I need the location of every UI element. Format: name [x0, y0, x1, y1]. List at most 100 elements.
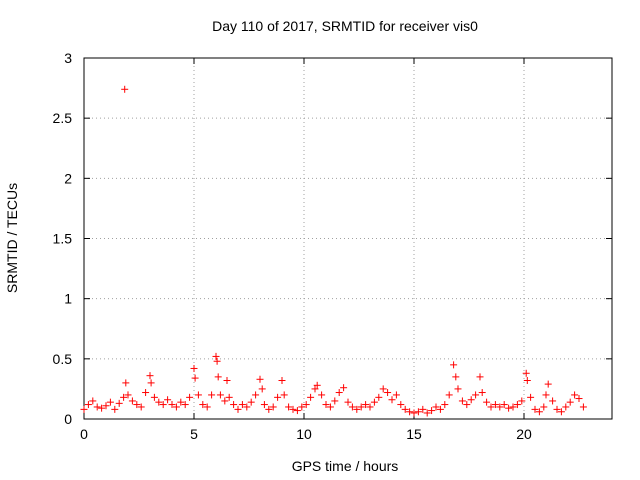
data-point: [238, 401, 246, 409]
data-point: [214, 373, 222, 381]
data-point: [535, 408, 543, 416]
data-point: [357, 403, 365, 411]
data-point: [146, 372, 154, 380]
data-point: [313, 381, 321, 389]
data-point: [491, 401, 499, 409]
y-tick-label: 0.5: [53, 351, 73, 367]
point-layer: [80, 85, 587, 417]
data-point: [419, 405, 427, 413]
data-point: [124, 391, 132, 399]
data-point: [98, 404, 106, 412]
data-point: [289, 405, 297, 413]
data-point: [111, 405, 119, 413]
data-point: [164, 396, 172, 404]
data-point: [428, 407, 436, 415]
y-tick-label: 2: [64, 170, 72, 186]
data-point: [566, 398, 574, 406]
data-point: [379, 385, 387, 393]
data-point: [89, 397, 97, 405]
data-point: [252, 391, 260, 399]
data-point: [542, 391, 550, 399]
data-point: [549, 397, 557, 405]
data-point: [432, 403, 440, 411]
data-point: [527, 393, 535, 401]
data-point: [278, 376, 286, 384]
data-point: [223, 376, 231, 384]
data-point: [518, 397, 526, 405]
data-point: [436, 405, 444, 413]
data-point: [544, 380, 552, 388]
data-point: [579, 403, 587, 411]
data-point: [353, 405, 361, 413]
data-point: [362, 401, 370, 409]
data-point: [406, 408, 414, 416]
data-point: [370, 398, 378, 406]
data-point: [191, 374, 199, 382]
data-point: [478, 389, 486, 397]
x-tick-label: 20: [516, 426, 532, 442]
grid-layer: [84, 58, 612, 419]
data-point: [505, 404, 513, 412]
data-point: [150, 393, 158, 401]
data-point: [199, 401, 207, 409]
data-point: [366, 403, 374, 411]
data-point: [452, 373, 460, 381]
data-point: [122, 379, 130, 387]
data-point: [302, 401, 310, 409]
data-point: [575, 395, 583, 403]
data-point: [311, 385, 319, 393]
data-point: [274, 393, 282, 401]
data-point: [230, 401, 238, 409]
data-point: [454, 385, 462, 393]
data-point: [472, 391, 480, 399]
data-point: [225, 393, 233, 401]
data-point: [269, 403, 277, 411]
data-point: [522, 369, 530, 377]
data-point: [513, 401, 521, 409]
data-point: [401, 405, 409, 413]
data-point: [388, 396, 396, 404]
data-point: [397, 401, 405, 409]
data-point: [318, 391, 326, 399]
data-point: [133, 401, 141, 409]
tick-layer: 0 5 10 15 20 0 0.5 1 1.5 2 2.5 3: [53, 50, 612, 442]
data-point: [280, 391, 288, 399]
data-point: [234, 405, 242, 413]
data-point: [458, 397, 466, 405]
data-point: [562, 403, 570, 411]
data-point: [137, 403, 145, 411]
data-point: [265, 405, 273, 413]
data-point: [260, 401, 268, 409]
data-point: [392, 391, 400, 399]
data-point: [147, 379, 155, 387]
data-point: [410, 409, 418, 417]
data-point: [340, 384, 348, 392]
data-point: [208, 391, 216, 399]
y-tick-label: 1: [64, 291, 72, 307]
data-point: [120, 393, 128, 401]
data-point: [335, 389, 343, 397]
data-point: [168, 401, 176, 409]
data-point: [93, 403, 101, 411]
data-point: [423, 409, 431, 417]
data-point: [142, 389, 150, 397]
x-tick-label: 0: [80, 426, 88, 442]
y-axis-label: SRMTID / TECUs: [4, 183, 20, 293]
data-point: [571, 391, 579, 399]
x-axis-label: GPS time / hours: [292, 458, 399, 474]
y-tick-label: 0: [64, 411, 72, 427]
data-point: [348, 403, 356, 411]
data-point: [463, 401, 471, 409]
data-point: [331, 397, 339, 405]
data-point: [322, 401, 330, 409]
chart-title: Day 110 of 2017, SRMTID for receiver vis…: [212, 18, 478, 34]
data-point: [445, 391, 453, 399]
y-tick-label: 1.5: [53, 231, 73, 247]
data-point: [326, 403, 334, 411]
data-point: [487, 403, 495, 411]
data-point: [84, 401, 92, 409]
data-point: [441, 401, 449, 409]
data-point: [384, 389, 392, 397]
y-tick-label: 3: [64, 50, 72, 66]
